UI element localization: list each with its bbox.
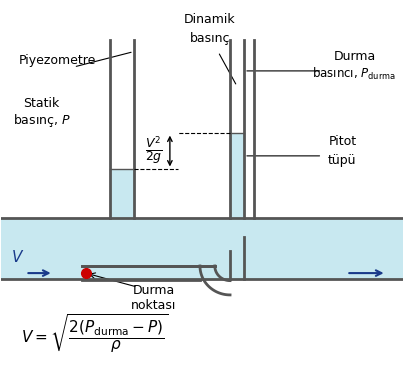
Text: Pitot: Pitot [328,135,357,148]
Text: basınç, $P$: basınç, $P$ [13,112,71,129]
Text: noktası: noktası [131,299,177,312]
FancyBboxPatch shape [110,218,134,279]
Text: $V = \sqrt{\dfrac{2(P_\mathrm{durma} - P)}{\rho}}$: $V = \sqrt{\dfrac{2(P_\mathrm{durma} - P… [22,312,169,355]
FancyBboxPatch shape [110,169,134,218]
Text: Durma: Durma [133,284,175,297]
FancyBboxPatch shape [1,218,403,279]
Text: Piyezometre: Piyezometre [19,54,96,67]
Text: $V$: $V$ [11,249,24,265]
FancyBboxPatch shape [230,218,244,279]
Text: basınç: basınç [190,32,230,45]
Text: Durma: Durma [333,50,375,63]
Text: tüpü: tüpü [328,154,357,167]
Text: Statik: Statik [23,96,60,110]
Text: basıncı, $P_\mathrm{durma}$: basıncı, $P_\mathrm{durma}$ [313,67,397,82]
FancyBboxPatch shape [230,133,244,218]
Text: $\dfrac{V^2}{2g}$: $\dfrac{V^2}{2g}$ [145,135,163,167]
Text: Dinamik: Dinamik [184,13,236,26]
